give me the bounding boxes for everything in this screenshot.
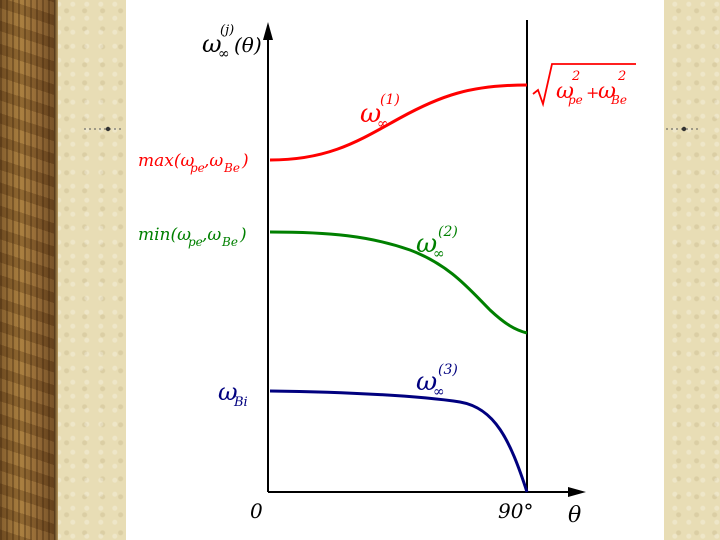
- svg-text:ω: ω: [598, 79, 616, 104]
- x-end-label: 90°: [498, 499, 533, 523]
- curve-omega-2: [269, 230, 528, 335]
- svg-text:ω: ω: [360, 99, 381, 129]
- right-label-sqrt: ω pe 2 + ω Be 2: [532, 63, 636, 108]
- wood-strip-decoration: [0, 0, 54, 540]
- svg-text:ω: ω: [218, 378, 238, 406]
- svg-text:pe: pe: [568, 93, 583, 107]
- x-axis-label: θ: [568, 503, 581, 528]
- svg-text:ω: ω: [416, 229, 437, 259]
- curve-omega-1: [269, 83, 528, 162]
- curve-label-omega-1: ω ∞ (1): [360, 92, 400, 132]
- svg-text:Be: Be: [223, 161, 240, 175]
- svg-text:pe: pe: [190, 161, 205, 175]
- svg-text:Be: Be: [221, 235, 238, 249]
- curve-label-omega-2: ω ∞ (2): [416, 224, 458, 262]
- wood-strip-edge: [54, 0, 58, 540]
- svg-text:min(ω: min(ω: [138, 225, 191, 245]
- curve-label-omega-3: ω ∞ (3): [416, 362, 458, 400]
- svg-text:∞: ∞: [218, 46, 230, 62]
- y-axis-label: ω ∞ (j) (θ): [202, 23, 262, 62]
- svg-text:max(ω: max(ω: [138, 151, 194, 171]
- origin-label: 0: [250, 499, 263, 523]
- y-axis-arrowhead: [263, 22, 273, 40]
- svg-text:ω: ω: [202, 30, 222, 58]
- svg-text:pe: pe: [188, 235, 203, 249]
- left-label-max: max(ω pe ,ω Be ): [138, 151, 249, 175]
- left-label-omega-bi: ω Bi: [218, 378, 248, 410]
- svg-text:2: 2: [617, 69, 626, 84]
- svg-text:): ): [241, 151, 249, 171]
- svg-text:): ): [239, 225, 247, 245]
- svg-text:ω: ω: [416, 367, 437, 397]
- svg-text:∞: ∞: [377, 116, 389, 132]
- svg-text:∞: ∞: [433, 246, 445, 262]
- svg-text:(1): (1): [380, 92, 400, 108]
- svg-text:,ω: ,ω: [204, 151, 223, 171]
- x-axis-arrowhead: [568, 487, 586, 497]
- svg-text:(2): (2): [438, 224, 458, 240]
- svg-text:Bi: Bi: [233, 395, 248, 410]
- svg-text:∞: ∞: [433, 384, 445, 400]
- svg-text:,ω: ,ω: [202, 225, 221, 245]
- svg-text:ω: ω: [556, 79, 574, 104]
- svg-text:(3): (3): [438, 362, 458, 378]
- svg-text:2: 2: [571, 69, 580, 84]
- svg-text:(j): (j): [220, 23, 234, 38]
- left-label-min: min(ω pe ,ω Be ): [138, 225, 247, 249]
- svg-text:Be: Be: [610, 93, 627, 107]
- figure-panel: [126, 0, 664, 540]
- svg-text:+: +: [586, 83, 599, 102]
- curve-omega-3: [269, 389, 529, 493]
- svg-text:(θ): (θ): [234, 33, 262, 57]
